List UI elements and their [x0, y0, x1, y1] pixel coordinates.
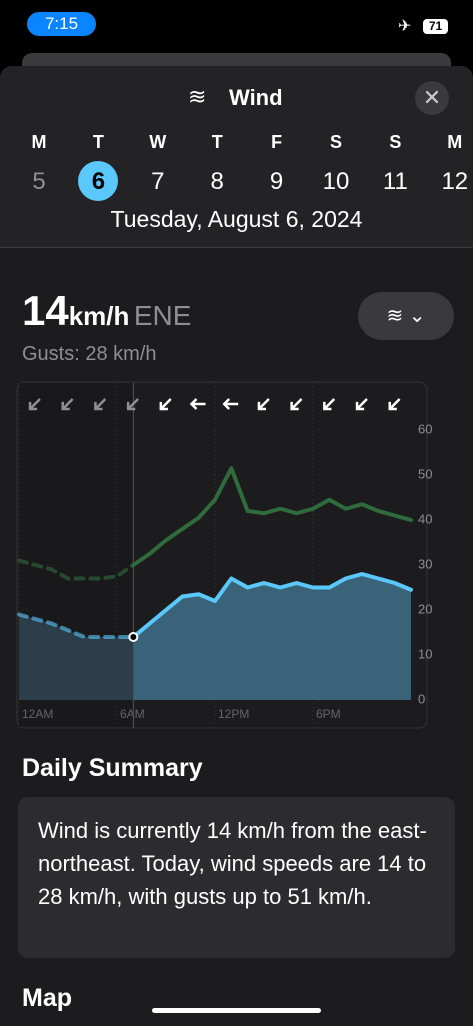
day-letter: F — [271, 132, 283, 152]
gusts: Gusts: 28 km/h — [22, 343, 157, 365]
summary-card: Wind is currently 14 km/h from the east-… — [18, 797, 455, 958]
y-tick-label: 10 — [418, 646, 432, 661]
summary-title: Daily Summary — [22, 754, 203, 782]
direction-arrow — [189, 398, 206, 410]
direction-arrow — [159, 398, 172, 411]
direction-arrow — [388, 398, 401, 411]
day-number[interactable]: 8 — [210, 168, 224, 195]
direction-arrow — [323, 398, 336, 411]
home-indicator — [152, 1008, 321, 1013]
y-tick-label: 30 — [418, 556, 432, 571]
day-letter: M — [447, 132, 463, 152]
chart: 0 10 20 30 40 50 60 12AM 6AM 12PM 6PM — [16, 381, 432, 729]
summary-text: Wind is currently 14 km/h from the east-… — [38, 818, 427, 909]
selected-date: Tuesday, August 6, 2024 — [110, 206, 363, 232]
direction: ENE — [133, 300, 192, 331]
wind-line — [17, 612, 136, 639]
day-number[interactable]: 5 — [32, 168, 46, 195]
wind-line — [131, 572, 413, 639]
y-tick-label: 20 — [418, 601, 432, 616]
direction-arrow — [290, 398, 303, 411]
wind-area — [19, 614, 134, 700]
arrow-shape — [290, 398, 303, 411]
x-tick-label: 6AM — [120, 707, 145, 721]
close-button[interactable]: ✕ — [415, 81, 449, 115]
day-letter: S — [389, 132, 402, 152]
direction-arrow — [126, 398, 139, 411]
current-point — [128, 632, 139, 642]
arrow-shape — [61, 398, 74, 411]
arrow-shape — [28, 398, 41, 411]
y-tick-label: 60 — [418, 421, 432, 436]
day-letter: T — [211, 132, 223, 152]
unit: km/h — [68, 301, 130, 331]
selected-day — [78, 161, 119, 201]
day-letter: M — [31, 132, 47, 152]
arrow-shape — [94, 398, 107, 411]
day-number[interactable]: 11 — [382, 168, 408, 195]
map-title: Map — [22, 984, 72, 1012]
direction-arrow — [257, 398, 270, 411]
x-tick-label: 12PM — [218, 707, 249, 721]
current-wind: 14km/h ENE — [22, 287, 191, 335]
wind-area — [133, 574, 412, 700]
day-number[interactable]: 7 — [151, 168, 165, 195]
title: Wind — [229, 85, 283, 110]
arrow-shape — [159, 398, 172, 411]
day-letter: S — [329, 132, 342, 152]
arrow-shape — [323, 398, 336, 411]
battery: 71 — [423, 19, 448, 34]
direction-arrow — [61, 398, 74, 411]
x-tick-label: 12AM — [22, 707, 53, 721]
day-letter: W — [149, 132, 167, 152]
arrow-shape — [388, 398, 401, 411]
arrow-shape — [222, 398, 239, 410]
y-tick-label: 50 — [418, 466, 432, 481]
gust-line — [17, 558, 136, 581]
day-number[interactable]: 10 — [322, 168, 350, 195]
arrow-shape — [126, 398, 139, 411]
direction-arrow — [355, 398, 368, 411]
wind-icon: ≋ — [188, 84, 207, 109]
arrow-shape — [189, 398, 206, 410]
chart-switcher[interactable]: ≋ ⌄ — [358, 292, 454, 340]
gust-line — [131, 466, 413, 567]
direction-arrow — [222, 398, 239, 410]
direction-arrow — [94, 398, 107, 411]
speed: 14 — [22, 287, 69, 334]
header — [0, 66, 473, 248]
y-tick-label: 0 — [418, 691, 425, 706]
x-tick-label: 6PM — [316, 707, 341, 721]
direction-arrow — [28, 398, 41, 411]
day-number[interactable]: 12 — [441, 168, 469, 195]
day-number[interactable]: 9 — [269, 168, 284, 195]
day-number[interactable]: 6 — [91, 168, 106, 195]
time: 7:15 — [27, 12, 96, 36]
arrow-shape — [355, 398, 368, 411]
airplane-icon: ✈ — [398, 18, 412, 35]
arrow-shape — [257, 398, 270, 411]
y-tick-label: 40 — [418, 511, 432, 526]
day-letter: T — [92, 132, 104, 152]
